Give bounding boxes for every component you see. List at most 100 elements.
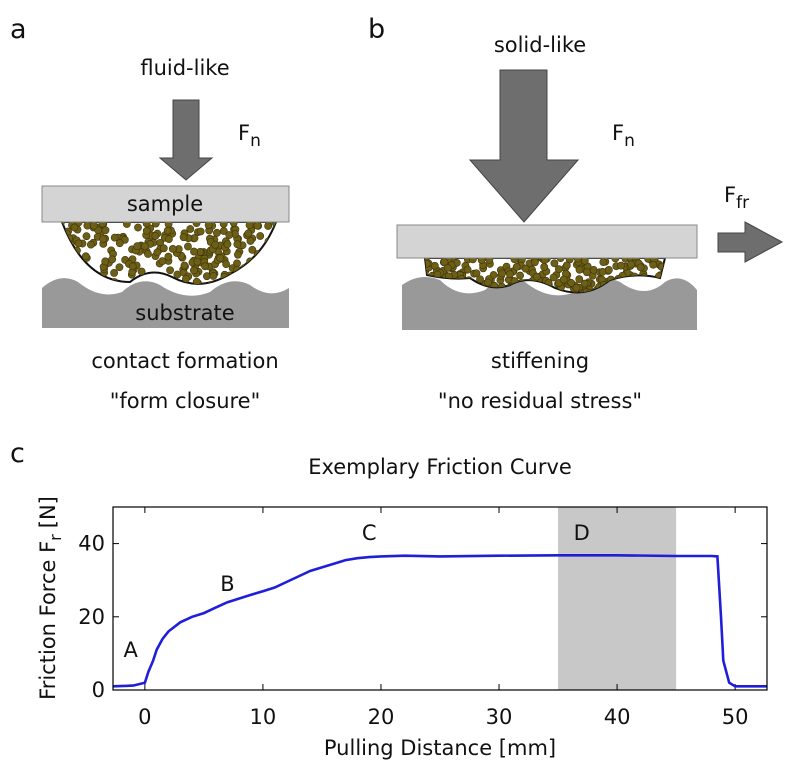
particle [444,264,451,271]
particle [257,232,264,239]
particle [498,270,505,277]
particle [246,222,253,229]
particle [459,285,466,292]
particle [183,285,190,292]
particle [234,251,241,258]
particle [223,260,230,267]
particle [531,259,538,266]
particle [269,240,276,247]
particle [134,224,141,231]
particle [76,263,83,270]
particle [224,241,231,248]
particle [635,278,642,285]
state-label: fluid-like [140,56,229,80]
particle [627,277,634,284]
particle [116,264,123,271]
particle [111,234,118,241]
force-subscript: fr [736,193,749,213]
particle [636,283,643,290]
particle [576,266,583,273]
particle [182,275,189,282]
particle [563,262,570,269]
particle [617,262,624,269]
particle [226,231,233,238]
particle [71,269,78,276]
particle [116,240,123,247]
particle [75,240,82,247]
particle [212,241,219,248]
particle [66,235,73,242]
particle [197,228,204,235]
panel-label: c [10,438,25,469]
particle [650,261,657,268]
plot: 0102030405002040ABCD [78,507,767,729]
particle [164,279,171,286]
particle [249,246,256,253]
particle [256,274,263,281]
particle [255,282,262,289]
figure: a b c fluid-like Fn sample substrate con… [0,0,787,765]
sample-plate [397,225,697,258]
particle [87,241,94,248]
particle [261,258,268,265]
particle [81,276,88,283]
particle [68,272,75,279]
particle [464,266,471,273]
particle [190,248,197,255]
particle [160,245,167,252]
particle [165,253,172,260]
panel-label: a [10,14,27,45]
x-axis-label: Pulling Distance [mm] [324,736,556,760]
particle [484,279,491,286]
particle [190,286,197,293]
x-tick-label: 40 [604,705,631,729]
particle [516,272,523,279]
particle [458,279,465,286]
particle [245,274,252,281]
particle [550,274,557,281]
particle [73,273,80,280]
particle [245,275,252,282]
x-tick-label: 30 [486,705,513,729]
particle [71,224,78,231]
y-axis-label: Friction Force Fr[N] [36,496,65,700]
particle [221,273,228,280]
particle [97,286,104,293]
annotation: A [124,638,139,662]
particle [57,228,64,235]
particle [190,267,197,274]
particle [541,263,548,270]
particle [107,283,114,290]
particle [637,281,644,288]
force-symbol: F [724,183,736,207]
force-label: Ffr [724,183,749,213]
force-subscript: n [250,131,261,151]
particle [159,258,166,265]
particle [448,280,455,287]
y-label-unit: [N] [36,496,60,528]
particle [637,264,644,271]
particle [266,274,273,281]
force-symbol: F [612,121,624,145]
particle [188,285,195,292]
particle [522,265,529,272]
particle [83,233,90,240]
particle [158,275,165,282]
force-subscript: n [624,131,635,151]
friction-force-arrow [718,222,782,262]
particle [181,262,188,269]
particle [273,248,280,255]
annotation: C [362,521,377,545]
particle [640,273,647,280]
particle [513,263,520,270]
particle [465,277,472,284]
state-label: solid-like [494,33,586,57]
particle [194,258,201,265]
particle [166,267,173,274]
particle [141,243,148,250]
particle [257,275,264,282]
particle [257,253,264,260]
force-label: Fn [612,121,635,151]
particle [263,267,270,274]
caption: stiffening [491,349,589,373]
